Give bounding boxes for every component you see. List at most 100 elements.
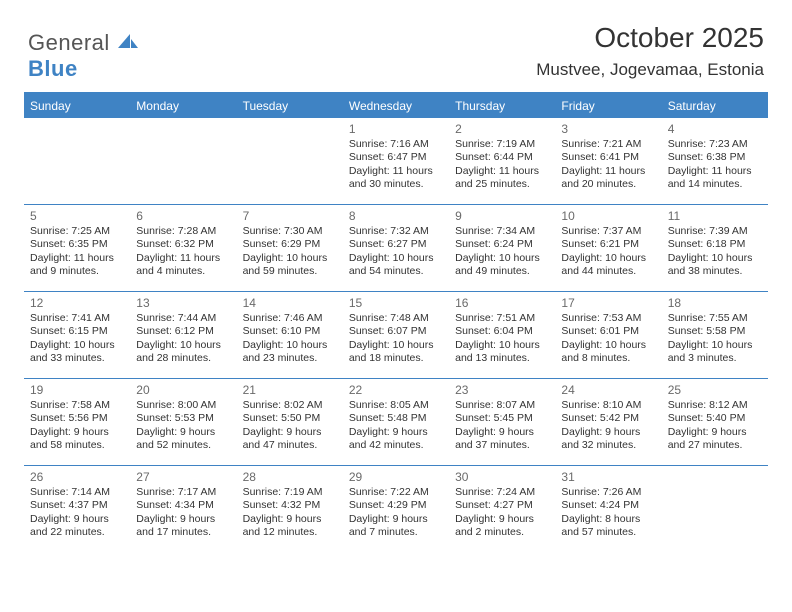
day-daylight: and 3 minutes. xyxy=(668,352,762,365)
day-cell xyxy=(237,118,343,204)
day-daylight: and 49 minutes. xyxy=(455,265,549,278)
day-cell: 22Sunrise: 8:05 AMSunset: 5:48 PMDayligh… xyxy=(343,379,449,465)
day-sunset: Sunset: 5:53 PM xyxy=(136,412,230,425)
day-number: 9 xyxy=(455,209,549,223)
day-sunset: Sunset: 6:32 PM xyxy=(136,238,230,251)
day-cell: 12Sunrise: 7:41 AMSunset: 6:15 PMDayligh… xyxy=(24,292,130,378)
day-sunrise: Sunrise: 7:25 AM xyxy=(30,225,124,238)
day-sunrise: Sunrise: 7:28 AM xyxy=(136,225,230,238)
week-row: 26Sunrise: 7:14 AMSunset: 4:37 PMDayligh… xyxy=(24,465,768,552)
day-sunrise: Sunrise: 7:51 AM xyxy=(455,312,549,325)
week-row: 1Sunrise: 7:16 AMSunset: 6:47 PMDaylight… xyxy=(24,118,768,204)
day-daylight: Daylight: 11 hours xyxy=(668,165,762,178)
day-daylight: and 59 minutes. xyxy=(243,265,337,278)
day-sunrise: Sunrise: 7:37 AM xyxy=(561,225,655,238)
day-number: 17 xyxy=(561,296,655,310)
day-daylight: Daylight: 11 hours xyxy=(30,252,124,265)
logo-word2: Blue xyxy=(28,56,78,81)
day-daylight: and 7 minutes. xyxy=(349,526,443,539)
day-daylight: Daylight: 9 hours xyxy=(349,513,443,526)
day-sunset: Sunset: 6:12 PM xyxy=(136,325,230,338)
week-row: 19Sunrise: 7:58 AMSunset: 5:56 PMDayligh… xyxy=(24,378,768,465)
day-sunrise: Sunrise: 7:44 AM xyxy=(136,312,230,325)
day-sunrise: Sunrise: 7:32 AM xyxy=(349,225,443,238)
day-daylight: Daylight: 9 hours xyxy=(243,426,337,439)
day-number: 30 xyxy=(455,470,549,484)
day-sunrise: Sunrise: 7:39 AM xyxy=(668,225,762,238)
day-number: 29 xyxy=(349,470,443,484)
day-daylight: Daylight: 10 hours xyxy=(349,339,443,352)
day-daylight: Daylight: 10 hours xyxy=(561,339,655,352)
day-daylight: Daylight: 10 hours xyxy=(136,339,230,352)
day-sunset: Sunset: 6:04 PM xyxy=(455,325,549,338)
day-sunrise: Sunrise: 7:21 AM xyxy=(561,138,655,151)
day-cell: 30Sunrise: 7:24 AMSunset: 4:27 PMDayligh… xyxy=(449,466,555,552)
day-number: 22 xyxy=(349,383,443,397)
day-cell xyxy=(662,466,768,552)
day-daylight: Daylight: 9 hours xyxy=(243,513,337,526)
day-daylight: and 18 minutes. xyxy=(349,352,443,365)
day-sunrise: Sunrise: 7:26 AM xyxy=(561,486,655,499)
day-daylight: Daylight: 10 hours xyxy=(455,339,549,352)
day-number: 25 xyxy=(668,383,762,397)
day-number: 31 xyxy=(561,470,655,484)
day-daylight: Daylight: 9 hours xyxy=(455,426,549,439)
day-number: 14 xyxy=(243,296,337,310)
day-daylight: and 22 minutes. xyxy=(30,526,124,539)
day-number: 5 xyxy=(30,209,124,223)
day-cell: 13Sunrise: 7:44 AMSunset: 6:12 PMDayligh… xyxy=(130,292,236,378)
weekday-label: Friday xyxy=(555,94,661,118)
day-sunset: Sunset: 6:07 PM xyxy=(349,325,443,338)
day-daylight: and 8 minutes. xyxy=(561,352,655,365)
day-number: 2 xyxy=(455,122,549,136)
day-sunset: Sunset: 4:24 PM xyxy=(561,499,655,512)
day-sunrise: Sunrise: 7:46 AM xyxy=(243,312,337,325)
day-sunrise: Sunrise: 8:00 AM xyxy=(136,399,230,412)
week-row: 12Sunrise: 7:41 AMSunset: 6:15 PMDayligh… xyxy=(24,291,768,378)
day-daylight: and 23 minutes. xyxy=(243,352,337,365)
day-daylight: Daylight: 11 hours xyxy=(455,165,549,178)
day-cell xyxy=(24,118,130,204)
logo: General Blue xyxy=(28,30,138,82)
day-daylight: and 25 minutes. xyxy=(455,178,549,191)
day-daylight: and 33 minutes. xyxy=(30,352,124,365)
day-daylight: and 38 minutes. xyxy=(668,265,762,278)
day-daylight: and 32 minutes. xyxy=(561,439,655,452)
day-daylight: Daylight: 10 hours xyxy=(349,252,443,265)
day-daylight: and 20 minutes. xyxy=(561,178,655,191)
day-daylight: Daylight: 11 hours xyxy=(136,252,230,265)
logo-word1: General xyxy=(28,30,110,55)
day-sunset: Sunset: 5:40 PM xyxy=(668,412,762,425)
day-sunset: Sunset: 5:48 PM xyxy=(349,412,443,425)
day-sunset: Sunset: 6:41 PM xyxy=(561,151,655,164)
weekday-label: Tuesday xyxy=(237,94,343,118)
day-daylight: and 13 minutes. xyxy=(455,352,549,365)
day-sunrise: Sunrise: 8:05 AM xyxy=(349,399,443,412)
day-sunrise: Sunrise: 7:19 AM xyxy=(455,138,549,151)
day-sunset: Sunset: 5:42 PM xyxy=(561,412,655,425)
day-number: 20 xyxy=(136,383,230,397)
day-number: 10 xyxy=(561,209,655,223)
day-sunset: Sunset: 4:32 PM xyxy=(243,499,337,512)
day-cell: 20Sunrise: 8:00 AMSunset: 5:53 PMDayligh… xyxy=(130,379,236,465)
day-sunset: Sunset: 6:47 PM xyxy=(349,151,443,164)
day-daylight: Daylight: 9 hours xyxy=(561,426,655,439)
day-number: 1 xyxy=(349,122,443,136)
day-daylight: and 42 minutes. xyxy=(349,439,443,452)
day-number: 19 xyxy=(30,383,124,397)
day-cell: 2Sunrise: 7:19 AMSunset: 6:44 PMDaylight… xyxy=(449,118,555,204)
day-cell: 27Sunrise: 7:17 AMSunset: 4:34 PMDayligh… xyxy=(130,466,236,552)
day-number: 3 xyxy=(561,122,655,136)
day-daylight: and 58 minutes. xyxy=(30,439,124,452)
location: Mustvee, Jogevamaa, Estonia xyxy=(536,60,764,80)
day-daylight: and 52 minutes. xyxy=(136,439,230,452)
day-sunset: Sunset: 6:10 PM xyxy=(243,325,337,338)
day-daylight: and 57 minutes. xyxy=(561,526,655,539)
day-daylight: Daylight: 9 hours xyxy=(30,513,124,526)
day-sunset: Sunset: 4:29 PM xyxy=(349,499,443,512)
day-number: 12 xyxy=(30,296,124,310)
weekday-label: Monday xyxy=(130,94,236,118)
day-cell: 1Sunrise: 7:16 AMSunset: 6:47 PMDaylight… xyxy=(343,118,449,204)
day-number: 8 xyxy=(349,209,443,223)
day-number: 7 xyxy=(243,209,337,223)
